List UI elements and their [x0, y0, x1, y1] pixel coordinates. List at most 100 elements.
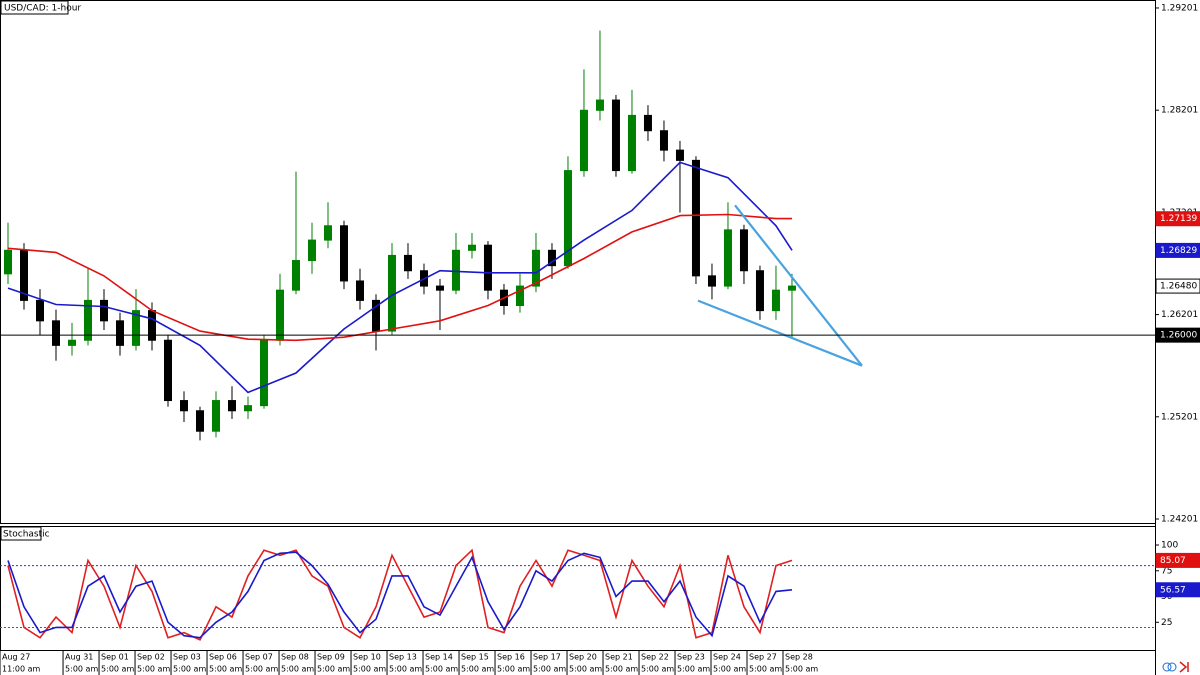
candle-body — [595, 99, 604, 111]
price-badge-label: 1.26000 — [1160, 331, 1197, 341]
candle-body — [691, 159, 700, 277]
price-badge-label: 1.26829 — [1160, 246, 1197, 256]
candle-body — [3, 249, 12, 275]
trendline — [734, 204, 863, 367]
candle-body — [67, 339, 76, 346]
candle-body — [755, 270, 764, 312]
candle-body — [643, 114, 652, 132]
candle-body — [771, 289, 780, 312]
x-tick-time: 5:00 am — [605, 665, 638, 674]
x-tick-label: Sep 13 — [389, 653, 417, 662]
candle-body — [579, 109, 588, 172]
x-tick-time: 5:00 am — [569, 665, 602, 674]
stochastic-panel — [0, 526, 1156, 651]
candle-body — [355, 280, 364, 301]
candle-body — [339, 225, 348, 282]
line-series — [7, 213, 792, 342]
price-badge-label: 56.57 — [1160, 585, 1186, 595]
candle-body — [307, 239, 316, 262]
x-tick-label: Sep 06 — [209, 653, 237, 662]
x-tick-label: Sep 15 — [461, 653, 489, 662]
x-tick-time: 5:00 am — [461, 665, 494, 674]
candle-body — [291, 260, 300, 291]
candle-body — [403, 254, 412, 272]
indicator-title-box — [0, 526, 42, 541]
x-tick-time: 11:00 am — [2, 665, 41, 674]
x-tick-label: Sep 07 — [245, 653, 273, 662]
price-badge — [1155, 327, 1200, 343]
y-tick-label: 100 — [1161, 541, 1178, 551]
candle-body — [627, 114, 636, 172]
y-tick-label: 25 — [1161, 618, 1172, 628]
candle-body — [707, 275, 716, 287]
candle-body — [547, 249, 556, 267]
x-tick-label: Sep 23 — [677, 653, 705, 662]
candle-body — [611, 99, 620, 172]
indicator-title: Stochastic — [3, 530, 50, 540]
candle-body — [451, 249, 460, 291]
x-tick-label: Sep 14 — [425, 653, 453, 662]
trendline — [697, 299, 863, 367]
x-tick-time: 5:00 am — [425, 665, 458, 674]
x-tick-time: 5:00 am — [497, 665, 530, 674]
x-tick-time: 5:00 am — [677, 665, 710, 674]
x-tick-label: Aug 27 — [2, 653, 30, 662]
x-tick-time: 5:00 am — [245, 665, 278, 674]
icon[interactable] — [1162, 662, 1172, 672]
x-tick-label: Aug 31 — [65, 653, 93, 662]
candle-body — [787, 285, 796, 291]
price-badge — [1155, 552, 1200, 568]
line-series — [7, 548, 793, 641]
candle-body — [259, 339, 268, 407]
candle-body — [227, 400, 236, 412]
x-tick-time: 5:00 am — [785, 665, 818, 674]
candle-body — [243, 405, 252, 412]
x-tick-label: Sep 20 — [569, 653, 597, 662]
candle-body — [211, 400, 220, 432]
price-badge-label: 85.07 — [1160, 556, 1186, 566]
x-tick-time: 5:00 am — [713, 665, 746, 674]
candle-body — [515, 285, 524, 307]
icon[interactable] — [1179, 661, 1189, 673]
price-badge-label: 1.27139 — [1160, 214, 1197, 224]
candle-body — [483, 244, 492, 291]
x-tick-label: Sep 10 — [353, 653, 381, 662]
candle-body — [195, 410, 204, 432]
x-tick-time: 5:00 am — [173, 665, 206, 674]
price-badge — [1155, 242, 1200, 258]
candle-body — [131, 310, 140, 346]
x-tick-time: 5:00 am — [317, 665, 350, 674]
y-tick-label: 1.25201 — [1161, 412, 1198, 422]
x-tick-time: 5:00 am — [101, 665, 134, 674]
price-badge — [1155, 582, 1200, 598]
candle-body — [675, 149, 684, 161]
x-tick-label: Sep 17 — [533, 653, 561, 662]
candle-body — [275, 289, 284, 341]
candle-body — [163, 339, 172, 402]
candle-body — [115, 320, 124, 346]
candle-body — [83, 299, 92, 341]
title-box — [0, 0, 69, 15]
candle-body — [723, 229, 732, 287]
y-tick-label: 1.29201 — [1161, 3, 1198, 13]
y-tick-label: 1.28201 — [1161, 106, 1198, 116]
x-tick-time: 5:00 am — [389, 665, 422, 674]
candle-body — [147, 310, 156, 341]
line-series — [7, 161, 793, 394]
icon[interactable] — [1167, 662, 1177, 672]
x-tick-label: Sep 21 — [605, 653, 633, 662]
x-tick-label: Sep 22 — [641, 653, 669, 662]
candle-body — [659, 130, 668, 151]
nav-icons[interactable] — [1162, 661, 1189, 673]
candle-body — [739, 229, 748, 272]
x-tick-label: Sep 01 — [101, 653, 129, 662]
chart-title: USD/CAD: 1-hour — [4, 4, 81, 14]
candle-body — [467, 244, 476, 251]
candle-body — [51, 320, 60, 346]
line-series — [7, 551, 793, 639]
x-tick-time: 5:00 am — [749, 665, 782, 674]
x-tick-label: Sep 08 — [281, 653, 309, 662]
price-badge — [1155, 278, 1200, 294]
x-tick-label: Sep 27 — [749, 653, 777, 662]
